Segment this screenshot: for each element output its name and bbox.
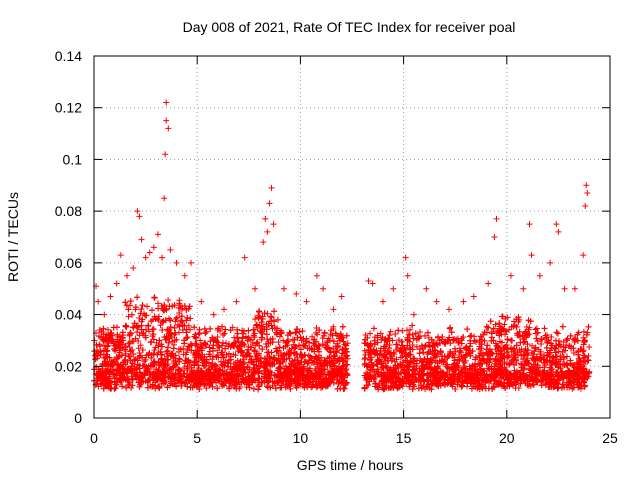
data-point [222, 326, 229, 333]
data-point [580, 328, 587, 335]
data-point [328, 327, 335, 334]
data-point [157, 322, 164, 329]
data-point [137, 342, 144, 349]
data-point [468, 332, 475, 339]
data-point [559, 323, 566, 330]
data-point [555, 348, 562, 355]
data-point [214, 334, 221, 341]
data-point [280, 337, 287, 344]
data-point [293, 330, 300, 337]
data-point [487, 318, 494, 325]
data-point [264, 310, 271, 317]
data-point [239, 334, 246, 341]
data-point [532, 345, 539, 352]
data-point [387, 328, 394, 335]
data-point [198, 341, 205, 348]
data-point [377, 330, 384, 337]
data-point [287, 330, 294, 337]
data-point [127, 330, 134, 337]
data-point [422, 342, 429, 349]
data-point [311, 367, 318, 374]
chart-title: Day 008 of 2021, Rate Of TEC Index for r… [183, 19, 516, 35]
data-point [203, 328, 210, 335]
data-point [240, 356, 247, 363]
data-point [232, 352, 239, 359]
grid-lines [94, 56, 610, 418]
data-point [245, 327, 252, 334]
data-point [388, 349, 395, 356]
data-point [136, 332, 143, 339]
data-point [134, 294, 141, 301]
data-point [252, 316, 259, 323]
data-point [485, 324, 492, 331]
data-point [316, 343, 323, 350]
data-point [363, 369, 370, 376]
data-point [135, 323, 142, 330]
data-point [197, 337, 204, 344]
data-point [220, 332, 227, 339]
data-point [393, 356, 400, 363]
data-point [481, 337, 488, 344]
data-point [327, 348, 334, 355]
data-point [209, 345, 216, 352]
data-point [122, 322, 129, 329]
data-point [333, 349, 340, 356]
data-point [569, 385, 576, 392]
data-point [203, 385, 210, 392]
data-point [149, 326, 156, 333]
data-point [128, 375, 135, 382]
data-point [165, 296, 172, 303]
data-point [367, 330, 374, 337]
data-point [298, 351, 305, 358]
data-point [515, 385, 522, 392]
data-point [150, 326, 157, 333]
data-point [244, 337, 251, 344]
data-point [563, 342, 570, 349]
data-point [408, 359, 415, 366]
data-point [154, 351, 161, 358]
data-point [155, 300, 162, 307]
data-point [171, 324, 178, 331]
data-point [560, 338, 567, 345]
data-point [361, 347, 368, 354]
data-point [327, 349, 334, 356]
data-point [135, 345, 142, 352]
data-point [483, 323, 490, 330]
data-point [407, 326, 414, 333]
data-point [207, 325, 214, 332]
data-point [538, 341, 545, 348]
data-point [467, 333, 474, 340]
data-point [196, 330, 203, 337]
data-point [155, 316, 162, 323]
data-point [125, 313, 132, 320]
data-point [393, 341, 400, 348]
data-point [586, 344, 593, 351]
data-point [585, 323, 592, 330]
data-point [185, 322, 192, 329]
data-point [361, 356, 368, 363]
data-points [91, 99, 593, 393]
data-point [532, 326, 539, 333]
data-point [370, 325, 377, 332]
data-point [275, 339, 282, 346]
data-point [297, 334, 304, 341]
